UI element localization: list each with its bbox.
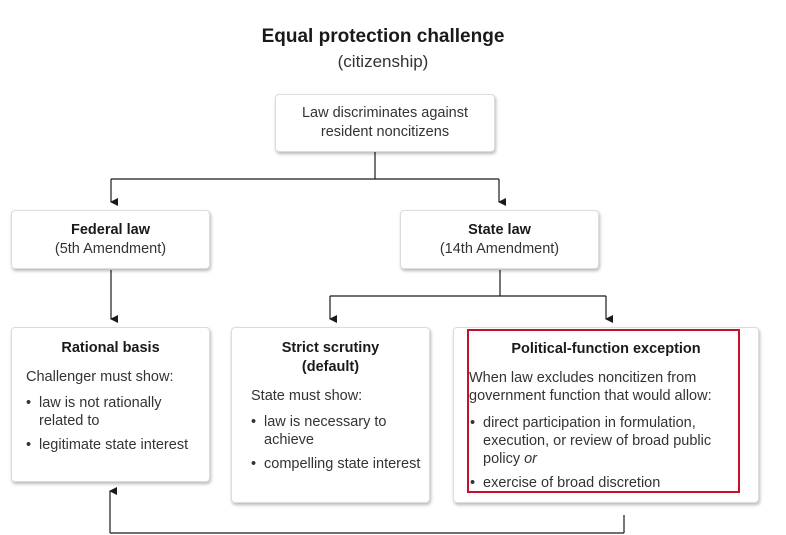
- political-function-item2-text: exercise of broad discretion: [483, 475, 661, 491]
- political-function-list: direct participation in formulation, exe…: [468, 414, 750, 498]
- state-law-node: State law (14th Amendment): [400, 210, 599, 269]
- political-function-title: Political-function exception: [511, 341, 701, 357]
- political-function-intro: When law excludes noncitizen from govern…: [469, 370, 712, 404]
- political-function-item1-text: direct participation in formulation, exe…: [483, 415, 712, 467]
- root-node-line2: resident noncitizens: [320, 124, 450, 140]
- strict-scrutiny-list: law is necessary to achieve compelling s…: [249, 413, 425, 479]
- political-function-item1-suffix: or: [524, 451, 538, 467]
- rational-basis-node: Rational basis Challenger must show: law…: [11, 327, 210, 482]
- root-node-line1: Law discriminates against: [301, 105, 469, 121]
- rational-basis-intro: Challenger must show:: [26, 369, 174, 385]
- federal-law-node: Federal law (5th Amendment): [11, 210, 210, 269]
- state-law-title: State law: [468, 221, 531, 238]
- list-item: direct participation in formulation, exe…: [468, 414, 750, 468]
- list-item: exercise of broad discretion: [468, 474, 750, 492]
- list-item: law is not rationally related to: [24, 394, 204, 430]
- list-item: law is necessary to achieve: [249, 413, 425, 449]
- diagram-title: Equal protection challenge: [261, 26, 505, 47]
- rational-basis-list: law is not rationally related to legitim…: [24, 394, 204, 460]
- state-law-subtitle: (14th Amendment): [439, 240, 560, 257]
- list-item: compelling state interest: [249, 455, 425, 473]
- political-function-node: Political-function exception When law ex…: [453, 327, 759, 503]
- federal-law-title: Federal law: [71, 221, 150, 238]
- rational-basis-title: Rational basis: [61, 340, 160, 356]
- strict-scrutiny-node: Strict scrutiny (default) State must sho…: [231, 327, 430, 503]
- list-item: legitimate state interest: [24, 436, 204, 454]
- diagram-subtitle: (citizenship): [337, 52, 429, 71]
- root-node: Law discriminates against resident nonci…: [275, 94, 495, 152]
- strict-scrutiny-intro: State must show:: [251, 388, 363, 404]
- strict-scrutiny-title-line1: Strict scrutiny: [281, 340, 380, 356]
- federal-law-subtitle: (5th Amendment): [54, 240, 167, 257]
- strict-scrutiny-title-line2: (default): [301, 359, 360, 375]
